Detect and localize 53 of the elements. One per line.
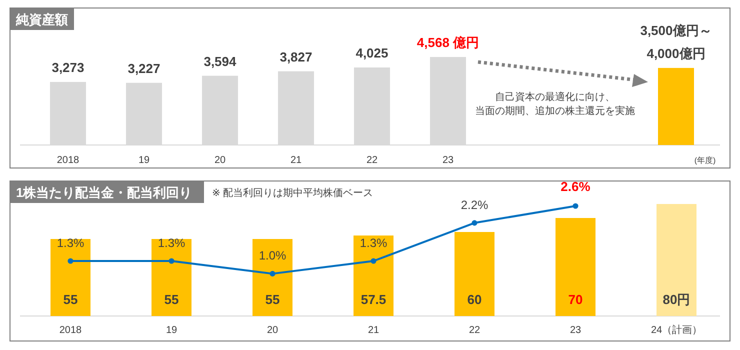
data-label: 55 (265, 292, 280, 307)
data-label: 1.0% (258, 248, 286, 263)
bar (556, 218, 596, 316)
point (472, 220, 478, 226)
data-label: 4,568 億円 (416, 35, 480, 50)
x-tick-label: 22 (366, 155, 378, 166)
x-tick-label: 21 (290, 155, 302, 166)
data-label: 1.3% (360, 236, 388, 250)
x-tick-label: 24（計画） (650, 324, 702, 336)
data-label: 55 (164, 292, 179, 307)
data-label: 2.2% (460, 198, 488, 212)
data-label: 60 (467, 292, 482, 307)
data-label: 3,500億円～ 4,000億円 (640, 22, 712, 61)
bar (252, 239, 292, 316)
point (168, 258, 174, 264)
point (270, 270, 276, 276)
bar (656, 204, 696, 316)
data-label: 70 (568, 292, 583, 307)
data-label: 55 (63, 292, 78, 307)
bar (152, 239, 192, 316)
chart-subtitle: ※ 配当利回りは期中平均株価ベース (212, 187, 374, 199)
x-tick-label: 21 (368, 325, 380, 336)
x-tick-label: 2018 (59, 325, 82, 336)
bar (354, 236, 394, 316)
x-tick-label: 20 (266, 325, 278, 336)
x-tick-label: 23 (442, 155, 454, 166)
data-label: 4,025 (356, 45, 388, 60)
data-label: 80円 (662, 292, 690, 307)
data-label: 3,594 (204, 54, 238, 69)
data-label: 3,273 (52, 60, 84, 75)
data-label: 1.3% (158, 236, 186, 250)
x-tick-label: 19 (138, 155, 150, 166)
bar (50, 239, 90, 316)
x-tick-label: 22 (468, 325, 480, 336)
chart-title: 純資産額 (15, 12, 68, 27)
point (68, 258, 74, 264)
data-label: 3,827 (280, 49, 312, 64)
x-tick-label: 23 (570, 325, 582, 336)
x-tick-label: 20 (214, 155, 226, 166)
chart-title: 1株当たり配当金・配当利回り (16, 185, 192, 200)
annotation: 当面の期間、追加の株主還元を実施 (475, 105, 635, 117)
x-tick-label: 19 (166, 325, 178, 336)
annotation: 自己資本の最適化に向け、 (495, 91, 615, 103)
x-tick-label: 2018 (56, 155, 80, 166)
point (370, 258, 376, 264)
bar (658, 68, 694, 145)
point (572, 203, 578, 209)
data-label: 2.6% (560, 179, 591, 194)
bar (454, 232, 494, 316)
data-label: 3,227 (128, 60, 160, 76)
data-label: 1.3% (56, 236, 84, 250)
data-label: 57.5 (360, 292, 386, 307)
x-axis-title: (年度) (694, 156, 716, 165)
